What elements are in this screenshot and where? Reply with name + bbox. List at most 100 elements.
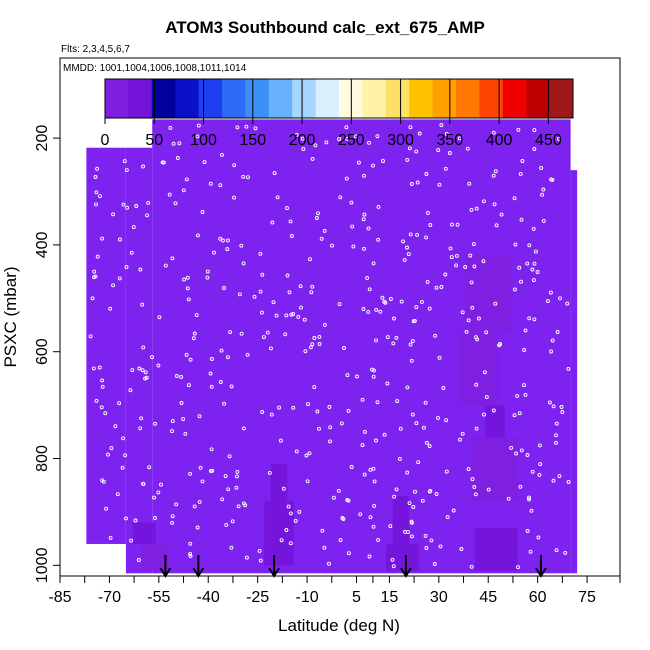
sample-point xyxy=(338,195,343,200)
sample-point xyxy=(414,149,419,154)
sample-point xyxy=(408,232,413,237)
dates-note: MMDD: 1001,1004,1006,1008,1011,1014 xyxy=(63,63,247,74)
sample-point xyxy=(438,544,443,549)
sample-point xyxy=(218,183,223,188)
sample-point xyxy=(484,330,489,335)
sample-point xyxy=(232,195,236,200)
sample-point xyxy=(530,267,535,272)
sample-point xyxy=(147,465,152,470)
heat-cell xyxy=(392,495,410,544)
sample-point xyxy=(94,202,98,207)
sample-point xyxy=(476,316,481,321)
sample-point xyxy=(92,269,97,274)
coverage-cell xyxy=(132,147,153,574)
sample-point xyxy=(260,272,265,277)
colorbar-swatch xyxy=(222,79,246,118)
sample-point xyxy=(554,440,558,445)
colorbar-swatch xyxy=(245,79,270,118)
sample-point xyxy=(402,257,407,262)
sample-point xyxy=(95,166,100,171)
sample-point xyxy=(324,140,329,145)
colorbar-swatch xyxy=(315,79,340,118)
sample-point xyxy=(261,335,266,340)
x-tick-label: -55 xyxy=(147,589,170,606)
sample-point xyxy=(545,299,550,304)
sample-point xyxy=(429,538,434,543)
sample-point xyxy=(258,558,263,563)
sample-point xyxy=(198,465,203,470)
sample-point xyxy=(111,283,116,288)
sample-point xyxy=(385,381,390,386)
sample-point xyxy=(441,386,446,390)
sample-point xyxy=(362,429,367,434)
sample-point xyxy=(469,207,474,212)
sample-point xyxy=(455,222,460,227)
sample-point xyxy=(458,437,462,442)
sample-point xyxy=(399,299,404,304)
sample-point xyxy=(356,160,361,165)
plot-area xyxy=(86,119,578,574)
sample-point xyxy=(241,501,246,506)
y-axis-label: PSXC (mbar) xyxy=(1,266,20,367)
x-tick-label: 45 xyxy=(479,589,497,606)
colorbar-swatch xyxy=(175,79,200,118)
sample-point xyxy=(287,290,292,295)
sample-point xyxy=(427,306,432,311)
sample-point xyxy=(515,393,520,398)
sample-point xyxy=(195,233,200,238)
sample-point xyxy=(270,220,275,225)
sample-point xyxy=(131,225,136,230)
sample-point xyxy=(517,411,522,416)
sample-point xyxy=(527,243,532,248)
sample-point xyxy=(186,297,191,302)
sample-point xyxy=(558,296,562,301)
sample-point xyxy=(466,467,471,472)
sample-point xyxy=(424,440,429,445)
sample-point xyxy=(407,501,412,506)
sample-point xyxy=(554,548,559,553)
x-tick-label: 75 xyxy=(578,589,596,606)
sample-point xyxy=(405,385,410,390)
sample-point xyxy=(320,528,325,533)
sample-point xyxy=(481,199,486,204)
sample-point xyxy=(519,279,523,284)
sample-point xyxy=(557,474,562,479)
sample-point xyxy=(374,307,379,312)
sample-point xyxy=(288,541,293,546)
sample-point xyxy=(188,552,193,556)
colorbar-tick-label: 300 xyxy=(387,132,414,149)
sample-point xyxy=(253,126,258,131)
sample-point xyxy=(152,495,157,500)
sample-point xyxy=(95,254,100,259)
sample-point xyxy=(538,462,543,467)
sample-point xyxy=(371,261,376,266)
sample-point xyxy=(133,518,138,523)
sample-point xyxy=(361,307,366,311)
sample-point xyxy=(296,314,301,319)
colorbar-swatch xyxy=(385,79,410,118)
sample-point xyxy=(518,484,523,489)
sample-point xyxy=(171,141,176,146)
sample-point xyxy=(362,212,367,217)
sample-point xyxy=(427,444,432,448)
sample-point xyxy=(138,267,143,272)
sample-point xyxy=(188,541,193,546)
colorbar-swatch xyxy=(105,79,129,118)
sample-point xyxy=(170,520,175,525)
sample-point xyxy=(283,332,288,337)
sample-point xyxy=(310,342,315,347)
colorbar-swatch xyxy=(292,79,317,118)
sample-point xyxy=(337,302,342,307)
sample-point xyxy=(493,169,498,174)
sample-point xyxy=(272,171,277,176)
sample-point xyxy=(413,489,417,494)
x-tick-label: -85 xyxy=(48,589,71,606)
sample-point xyxy=(194,313,199,318)
sample-point xyxy=(405,245,409,250)
sample-point xyxy=(230,519,235,524)
sample-point xyxy=(361,173,366,178)
sample-point xyxy=(371,466,376,471)
sample-point xyxy=(419,299,424,304)
sample-point xyxy=(291,405,296,410)
sample-point xyxy=(124,516,128,521)
